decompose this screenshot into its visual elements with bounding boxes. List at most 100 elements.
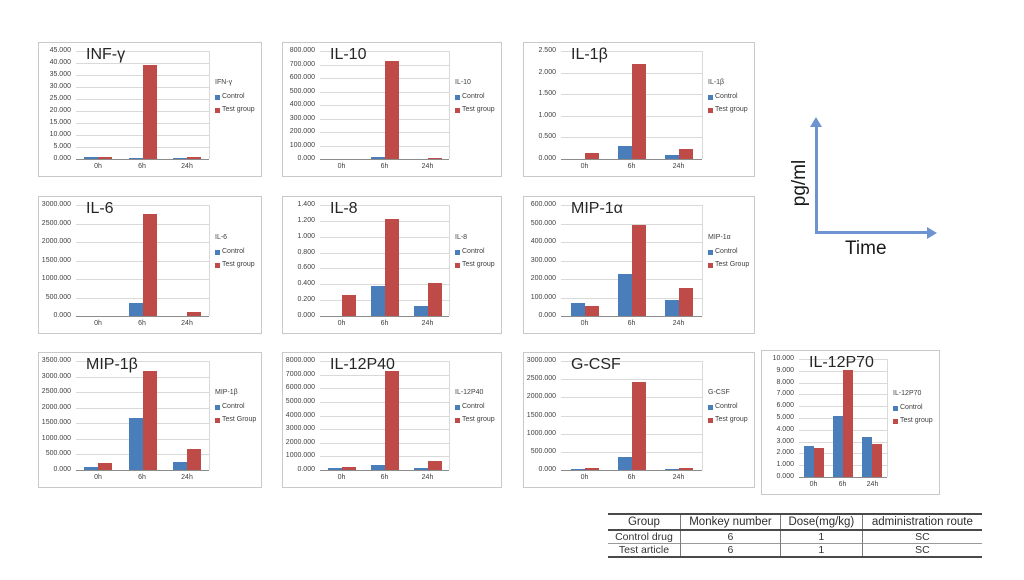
y-tick-label: 0.500 [538,133,556,141]
legend-label: Control [715,248,738,255]
table-cell: SC [861,529,982,544]
x-tick-label: 24h [866,481,879,488]
y-tick-label: 3000.000 [41,201,71,208]
legend-label: Test group [222,261,255,268]
gridline [561,94,702,96]
y-tick-label: 300.000 [289,114,315,122]
x-tick-label: 24h [421,320,434,327]
y-tick-label: 0.000 [538,312,556,319]
legend-item: Control [455,248,501,256]
chart-il-6: 0.000 500.000 1000.000 1500.000 2000.000 2500… [38,196,262,334]
bar-control [618,146,632,159]
y-tick-label: 1000.000 [41,275,71,282]
gridline [561,451,702,453]
y-tick-label: 500.000 [45,293,71,301]
gridline [561,223,702,225]
plot-right-border [209,51,210,159]
test-swatch-icon [893,418,898,424]
bar-control [84,467,98,470]
bar-control [665,300,679,316]
gridline [320,78,449,79]
table-cell: SC [861,543,982,557]
legend-item: Test group [215,106,261,114]
gridline [320,374,449,376]
y-tick-label: 0.000 [776,473,794,480]
table-header-cell: Dose(mg/kg) [779,514,863,531]
test-swatch-icon [215,262,220,268]
y-tick-label: 200.000 [289,128,315,135]
bar-test [187,157,201,159]
plot-right-border [209,205,210,316]
x-tick-label: 0h [94,320,102,327]
chart-il-12p70: 0.000 1.000 2.000 3.000 4.000 5.000 6.000 7.000… [761,350,940,495]
chart-mip-1a: 0.000 100.000 200.000 300.000 400.000 500.000… [523,196,755,334]
test-swatch-icon [708,262,713,268]
gridline [320,442,449,444]
y-tick-label: 300.000 [530,256,556,264]
x-tick-label: 0h [580,163,589,170]
gridline [561,415,702,417]
y-tick-label: 0.000 [297,155,315,162]
y-tick-label: 0.000 [538,466,556,473]
legend-item: Control [215,93,261,101]
bar-control [129,158,143,159]
x-tick-label: 24h [181,163,193,170]
y-tick-label: 100.000 [289,141,315,149]
legend-title: IL-12P70 [893,390,922,397]
x-tick-label: 0h [94,163,102,170]
x-tick-label: 0h [94,474,102,481]
y-tick-label: 2000.000 [41,238,71,245]
gridline [320,388,449,390]
y-tick-label: 2500.000 [41,219,71,227]
bar-test [385,219,399,316]
gridline [561,379,702,381]
bar-control [618,274,632,316]
test-swatch-icon [455,262,460,268]
bar-test [428,158,442,159]
chart-title: IL-12P70 [809,354,874,371]
x-axis-line [320,470,449,471]
right-arrow-icon [927,227,937,239]
gridline [320,429,449,431]
chart-mip-1b: 0.000 500.000 1000.000 1500.000 2000.000 2500… [38,352,262,488]
chart-il-1b: 0.000 0.500 1.000 1.500 2.000 2.500 0h 6h 24h IL-… [523,42,755,177]
y-tick-label: 1.500 [538,90,556,98]
bar-test [342,295,356,316]
bar-test [679,288,693,316]
y-tick-label: 5000.000 [285,397,315,405]
gridline [76,297,209,299]
y-tick-label: 2500.000 [526,375,556,383]
control-swatch-icon [215,94,220,100]
y-tick-label: 1500.000 [41,419,71,427]
y-tick-label: 1.000 [297,232,315,240]
y-tick-label: 0.000 [297,312,315,319]
y-tick-label: 6000.000 [285,384,315,392]
y-tick-label: 500.000 [289,87,315,95]
plot-right-border [702,51,703,159]
bar-test [143,214,157,316]
chart-legend: IL-12P40 Control Test group [455,389,501,424]
bar-test [632,225,646,316]
y-tick-label: 500.000 [530,219,556,227]
gridline [320,401,449,403]
chart-legend: IL-10 Control Test group [455,79,501,114]
legend-label: Control [715,403,738,410]
legend-label: Control [715,93,738,100]
x-tick-label: 6h [380,163,389,170]
table-row: Control drug 6 1 SC [608,529,982,544]
y-tick-label: 1.000 [776,461,794,469]
legend-item: Test Group [708,261,754,269]
x-tick-label: 24h [672,163,685,170]
gridline [320,284,449,286]
y-tick-label: 25.000 [49,95,71,102]
bar-test [385,371,399,470]
control-swatch-icon [708,404,713,410]
legend-item: Control [708,403,754,411]
legend-item: Test group [708,416,754,424]
gridline [320,268,449,270]
table-cell: 1 [779,543,863,557]
legend-item: Test group [455,106,501,114]
legend-title: IL-1β [708,79,725,86]
x-tick-label: 6h [380,320,389,327]
legend-title: MIP-1β [215,389,238,396]
